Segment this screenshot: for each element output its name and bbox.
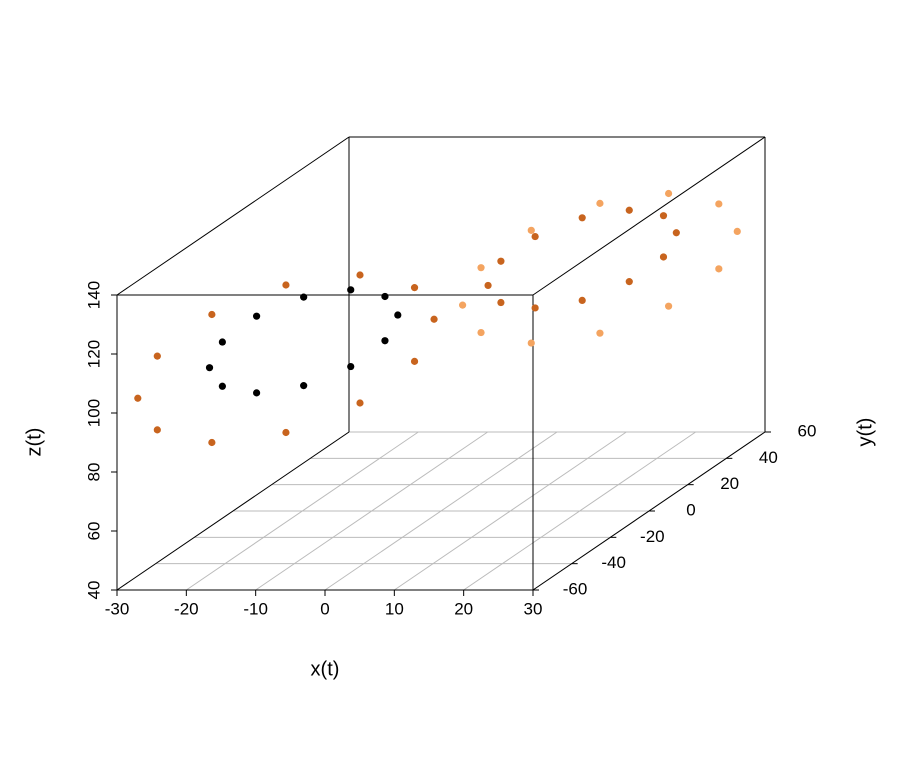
axis-box-edge xyxy=(116,431,350,591)
x-tick-label: -30 xyxy=(105,599,130,618)
point xyxy=(381,337,389,345)
z-tick-label: 120 xyxy=(84,340,103,368)
point xyxy=(665,302,673,310)
point xyxy=(134,394,142,402)
point xyxy=(282,428,290,437)
point xyxy=(578,214,586,222)
axis-box-edge xyxy=(532,136,766,296)
point xyxy=(347,286,355,294)
y-axis-label: y(t) xyxy=(854,418,876,447)
point xyxy=(300,293,308,301)
point xyxy=(497,257,505,265)
z-tick-label: 100 xyxy=(84,399,103,427)
point xyxy=(253,389,261,397)
point xyxy=(659,253,668,261)
point xyxy=(659,212,668,220)
point xyxy=(208,438,216,447)
point xyxy=(625,278,633,286)
point xyxy=(205,364,214,372)
point xyxy=(715,200,723,208)
point xyxy=(300,382,308,390)
point xyxy=(527,226,535,234)
point xyxy=(596,329,604,337)
y-tick-label: 0 xyxy=(686,500,695,519)
point xyxy=(733,227,741,235)
point xyxy=(672,229,680,237)
point xyxy=(356,399,364,407)
point xyxy=(578,296,586,304)
point xyxy=(527,339,535,347)
x-axis-label: x(t) xyxy=(311,658,340,680)
y-tick-label: 20 xyxy=(720,474,739,493)
axis-box-edge xyxy=(116,136,350,296)
point xyxy=(477,328,485,337)
point xyxy=(430,315,438,323)
z-axis-label: z(t) xyxy=(23,428,45,457)
point xyxy=(347,362,355,371)
point xyxy=(531,232,539,241)
point xyxy=(596,199,604,207)
x-tick-label: 30 xyxy=(524,599,543,618)
point xyxy=(218,382,226,390)
x-tick-label: 20 xyxy=(454,599,473,618)
x-tick-label: -10 xyxy=(243,599,268,618)
point xyxy=(153,426,161,434)
point xyxy=(410,284,419,292)
point xyxy=(665,189,673,198)
x-tick-label: 10 xyxy=(385,599,404,618)
point xyxy=(253,312,261,320)
point xyxy=(531,304,539,312)
point xyxy=(625,206,633,214)
point xyxy=(153,352,161,360)
y-tick-label: 60 xyxy=(798,421,817,440)
point xyxy=(394,311,402,319)
point xyxy=(459,301,467,309)
y-tick-label: -20 xyxy=(640,527,665,546)
y-tick-label: -40 xyxy=(601,553,626,572)
point xyxy=(497,298,505,307)
z-tick-label: 140 xyxy=(84,281,103,309)
point xyxy=(484,281,492,290)
point xyxy=(410,357,419,365)
z-tick-label: 60 xyxy=(84,522,103,541)
point xyxy=(218,338,226,346)
point xyxy=(282,281,290,289)
y-tick-label: 40 xyxy=(759,448,778,467)
point xyxy=(477,264,485,272)
x-tick-label: -20 xyxy=(174,599,199,618)
z-tick-label: 40 xyxy=(84,581,103,600)
z-tick-label: 80 xyxy=(84,463,103,482)
point xyxy=(715,265,723,273)
point xyxy=(208,310,216,319)
point xyxy=(356,271,364,279)
x-tick-label: 0 xyxy=(320,599,329,618)
point xyxy=(381,292,389,301)
y-tick-label: -60 xyxy=(563,579,588,598)
